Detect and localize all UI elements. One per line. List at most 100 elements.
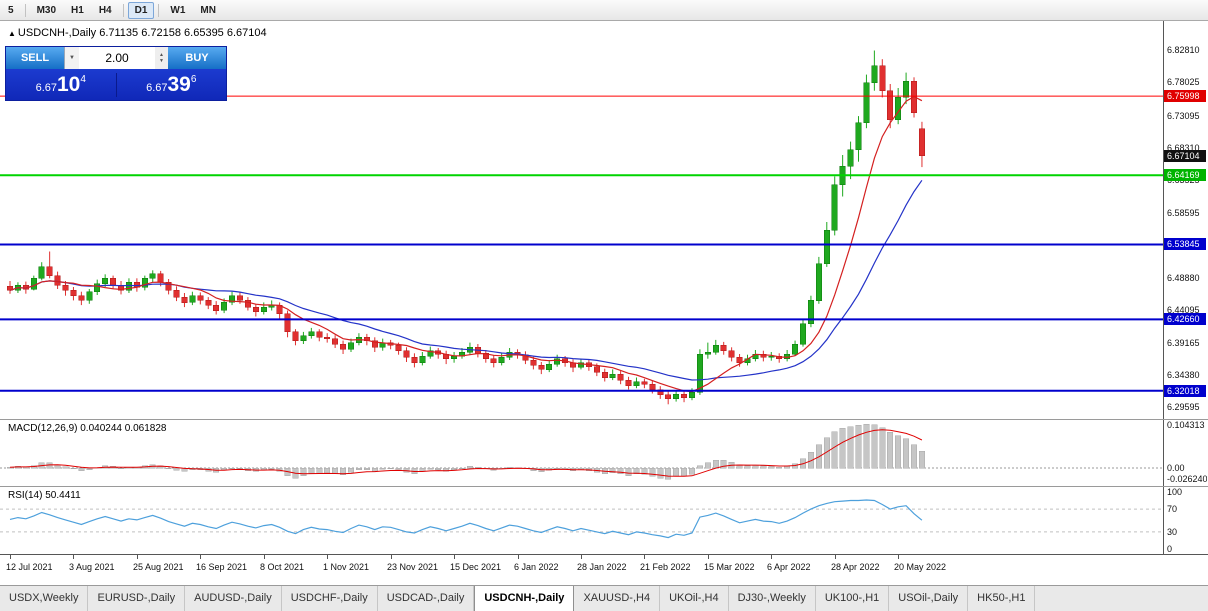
timeframe-button-m30[interactable]: M30 [36,4,57,16]
chart-tab-ukoil-h4[interactable]: UKOil-,H4 [660,586,729,611]
macd-tick-label: 0.104313 [1167,420,1205,430]
toolbar-separator [122,3,124,17]
stepper-up-icon[interactable]: ▲ [159,52,164,58]
date-tick [454,555,455,559]
rsi-chart[interactable] [0,487,1163,554]
volume-dropdown[interactable]: ▼ [64,47,79,69]
price-divider [115,72,117,97]
chart-tab-usdchf-daily[interactable]: USDCHF-,Daily [282,586,378,611]
timeframe-button-5[interactable]: 5 [8,4,14,16]
date-label: 12 Jul 2021 [6,562,53,572]
timeframe-button-h1[interactable]: H1 [71,4,84,16]
sell-price-pips: 10 [57,72,81,96]
chart-tab-usdcnh-daily[interactable]: USDCNH-,Daily [474,586,575,611]
date-label: 8 Oct 2021 [260,562,305,572]
chart-tab-hk50-h1[interactable]: HK50-,H1 [968,586,1036,611]
timeframe-button-mn[interactable]: MN [200,4,216,16]
sell-price-point: 4 [80,73,86,85]
buy-price[interactable]: 6.67396 [117,73,227,97]
date-axis[interactable]: 12 Jul 2021 3 Aug 2021 25 Aug 2021 16 Sep 2… [0,554,1208,585]
macd-values-text: 0.040244 0.061828 [80,423,167,434]
date-label: 28 Jan 2022 [577,562,627,572]
date-label: 20 May 2022 [894,562,947,572]
macd-axis[interactable]: 0.104313 0.00 -0.026240 [1163,420,1207,486]
rsi-axis[interactable]: 100 70 30 0 [1163,487,1207,554]
price-line-badge: 6.64169 [1164,169,1206,182]
sell-price[interactable]: 6.67104 [6,73,116,97]
chart-tab-uk100-h1[interactable]: UK100-,H1 [816,586,890,611]
rsi-panel: RSI(14) 50.4411 100 70 30 0 [0,486,1208,554]
trade-controls-row: SELL ▼ 2.00 ▲ ▼ BUY [6,47,226,69]
sell-price-main: 6.67 [35,81,57,94]
date-label: 25 Aug 2021 [133,562,184,572]
buy-button[interactable]: BUY [168,47,226,69]
date-tick [835,555,836,559]
date-label: 23 Nov 2021 [387,562,439,572]
macd-tick-label: 0.00 [1167,463,1185,473]
date-tick [200,555,201,559]
date-tick [327,555,328,559]
date-tick [137,555,138,559]
buy-price-main: 6.67 [146,81,168,94]
volume-stepper[interactable]: ▲ ▼ [155,47,168,69]
rsi-label: RSI(14) 50.4411 [8,490,81,501]
price-line-badge: 6.67104 [1164,149,1206,162]
date-label: 6 Apr 2022 [767,562,811,572]
stepper-down-icon[interactable]: ▼ [159,58,164,64]
rsi-tick-label: 100 [1167,487,1183,497]
price-line-badge: 6.32018 [1164,384,1206,397]
timeframe-button-w1[interactable]: W1 [170,4,186,16]
symbol-arrow-icon: ▲ [8,29,16,38]
chart-tab-eurusd-daily[interactable]: EURUSD-,Daily [88,586,186,611]
macd-chart[interactable] [0,420,1163,486]
price-tick-label: 6.78025 [1167,77,1200,88]
chart-tab-usoil-daily[interactable]: USOil-,Daily [889,586,969,611]
date-tick [391,555,392,559]
date-label: 16 Sep 2021 [196,562,248,572]
macd-tick-label: -0.026240 [1167,474,1207,485]
macd-label: MACD(12,26,9) 0.040244 0.061828 [8,423,166,434]
date-label: 3 Aug 2021 [69,562,115,572]
price-line-badge: 6.42660 [1164,313,1206,326]
chart-tab-dj30-weekly[interactable]: DJ30-,Weekly [729,586,816,611]
price-line-badge: 6.53845 [1164,238,1206,251]
chart-symbol-label: USDCNH-,Daily [17,27,97,39]
macd-plot[interactable]: MACD(12,26,9) 0.040244 0.061828 [0,420,1163,486]
date-tick [708,555,709,559]
buy-price-pips: 39 [167,72,191,96]
chart-tab-xauusd-h4[interactable]: XAUUSD-,H4 [574,586,661,611]
price-plot[interactable]: ▲ USDCNH-,Daily 6.71135 6.72158 6.65395 6… [0,21,1163,419]
macd-settings-text: MACD(12,26,9) [8,423,78,434]
date-label: 28 Apr 2022 [831,562,880,572]
timeframe-toolbar: 5 M30 H1 H4 D1 W1 MN [0,0,1208,21]
chart-tab-audusd-daily[interactable]: AUDUSD-,Daily [185,586,282,611]
price-line-badge: 6.75998 [1164,90,1206,103]
chart-tab-usdx-weekly[interactable]: USDX,Weekly [0,586,89,611]
volume-input[interactable]: 2.00 [79,47,155,69]
buy-price-point: 6 [190,73,197,85]
rsi-plot[interactable]: RSI(14) 50.4411 [0,487,1163,554]
date-label: 6 Jan 2022 [514,562,559,572]
rsi-value-text: 50.4411 [45,490,81,501]
sell-button[interactable]: SELL [6,47,64,69]
price-tick-label: 6.34380 [1167,369,1200,380]
rsi-settings-text: RSI(14) [8,490,43,501]
date-tick [264,555,265,559]
date-tick [518,555,519,559]
price-tick-label: 6.68310 [1167,142,1200,153]
date-label: 1 Nov 2021 [323,562,370,572]
price-axis[interactable]: 6.828106.780256.730956.683106.635256.585… [1163,21,1207,419]
date-label: 15 Mar 2022 [704,562,755,572]
trade-prices-row: 6.67104 6.67396 [6,69,226,100]
rsi-tick-label: 70 [1167,504,1178,515]
chart-ohlc-values: 6.71135 6.72158 6.65395 6.67104 [99,27,267,39]
timeframe-button-d1[interactable]: D1 [127,1,155,19]
chart-tab-usdcad-daily[interactable]: USDCAD-,Daily [378,586,475,611]
price-tick-label: 6.39165 [1167,337,1200,348]
timeframe-button-h4[interactable]: H4 [98,4,112,16]
price-tick-label: 6.44095 [1167,304,1200,315]
date-tick [73,555,74,559]
price-tick-label: 6.82810 [1167,45,1200,56]
rsi-tick-label: 30 [1167,526,1178,537]
